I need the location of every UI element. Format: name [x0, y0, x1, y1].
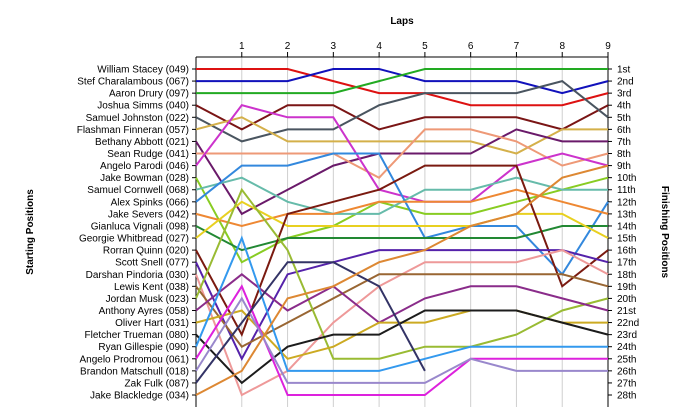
finish-position-label: 5th [617, 113, 631, 124]
finish-position-label: 11th [617, 185, 636, 196]
driver-line-14 [195, 225, 608, 252]
start-position-label: Joshua Simms (040) [97, 101, 189, 112]
finish-position-label: 24th [617, 342, 636, 353]
start-position-label: Zak Fulk (087) [125, 378, 189, 389]
finish-position-label: 25th [617, 354, 636, 365]
finish-position-label: 10th [617, 173, 636, 184]
start-position-label: Aaron Drury (097) [109, 89, 189, 100]
start-position-label: Jake Severs (042) [108, 209, 189, 220]
driver-line-15 [195, 200, 609, 239]
finish-position-label: 20th [617, 294, 636, 305]
x-tick-label: 2 [285, 41, 291, 52]
x-axis-title: Laps [390, 16, 414, 27]
start-position-label: Stef Charalambous (067) [77, 77, 189, 88]
start-position-label: Alex Spinks (066) [111, 197, 189, 208]
start-position-label: Rorran Quinn (020) [103, 246, 189, 257]
start-position-label: Flashman Finneran (057) [77, 125, 189, 136]
finish-position-label: 19th [617, 282, 636, 293]
driver-line-23 [195, 309, 609, 385]
driver-line-27 [195, 261, 426, 384]
start-position-label: Brandon Matschull (018) [80, 366, 189, 377]
start-position-label: Darshan Pindoria (030) [86, 270, 189, 281]
finish-position-label: 23rd [617, 330, 637, 341]
finish-position-label: 15th [617, 234, 636, 245]
start-position-label: Oliver Hart (031) [115, 318, 189, 329]
driver-line-6 [195, 116, 608, 155]
x-tick-label: 1 [239, 41, 245, 52]
driver-line-1 [196, 68, 609, 107]
finish-position-label: 3rd [617, 89, 631, 100]
start-position-label: Anthony Ayres (058) [99, 306, 189, 317]
driver-line-16 [195, 164, 609, 337]
start-position-label: Jordan Musk (023) [106, 294, 189, 305]
driver-line-5 [195, 80, 609, 143]
finish-position-label: 14th [617, 221, 636, 232]
driver-line-4 [195, 104, 609, 131]
finish-position-label: 6th [617, 125, 631, 136]
labels: 1 2 3 4 5 6 7 8 9 William Stacey (049)Stef Charal… [77, 41, 640, 402]
start-position-label: Bethany Abbott (021) [95, 137, 189, 148]
start-position-label: Gianluca Vignali (098) [91, 221, 189, 232]
x-tick-label: 3 [331, 41, 337, 52]
driver-line-26 [195, 296, 608, 384]
finish-position-label: 28th [617, 391, 636, 402]
finish-position-label: 1st [617, 65, 631, 76]
x-tick-label: 6 [468, 41, 474, 52]
finish-position-label: 4th [617, 101, 631, 112]
start-position-label: William Stacey (049) [97, 65, 189, 76]
start-position-label: Jake Blackledge (034) [90, 391, 189, 402]
start-position-label: Georgie Whitbread (027) [79, 234, 189, 245]
start-position-label: Scott Snell (077) [115, 258, 189, 269]
start-position-label: Fletcher Trueman (080) [85, 330, 190, 341]
series-lines [195, 68, 609, 397]
driver-line-3 [196, 68, 608, 95]
finish-position-label: 8th [617, 149, 631, 160]
start-position-label: Sean Rudge (041) [107, 149, 189, 160]
axes [192, 52, 612, 407]
finish-position-label: 12th [617, 197, 636, 208]
finish-position-label: 9th [617, 161, 631, 172]
start-position-label: Jake Bowman (028) [100, 173, 189, 184]
x-tick-label: 8 [559, 41, 565, 52]
start-position-label: Ryan Gillespie (090) [98, 342, 189, 353]
finish-position-label: 2nd [617, 77, 634, 88]
finish-position-label: 18th [617, 270, 636, 281]
finish-position-label: 21st [617, 306, 636, 317]
y-axis-title-left: Starting Positions [25, 189, 36, 275]
driver-line-8 [196, 128, 609, 179]
y-axis-title-right: Finishing Positions [659, 186, 670, 279]
finish-position-label: 7th [617, 137, 631, 148]
driver-line-24 [195, 235, 608, 372]
x-tick-label: 9 [605, 41, 611, 52]
x-tick-label: 7 [514, 41, 520, 52]
start-position-label: Samuel Johnston (022) [86, 113, 189, 124]
driver-line-20 [195, 187, 609, 360]
driver-line-17 [195, 249, 609, 362]
start-position-label: Samuel Cornwell (068) [87, 185, 189, 196]
finish-position-label: 27th [617, 378, 636, 389]
finish-position-label: 22nd [617, 318, 639, 329]
driver-line-28 [195, 164, 609, 396]
x-tick-label: 5 [422, 41, 428, 52]
start-position-label: Angelo Prodromou (061) [79, 354, 189, 365]
x-tick-label: 4 [376, 41, 382, 52]
start-position-label: Lewis Kent (038) [114, 282, 189, 293]
finish-position-label: 13th [617, 209, 636, 220]
finish-position-label: 16th [617, 246, 636, 257]
finish-position-label: 26th [617, 366, 636, 377]
finish-position-label: 17th [617, 258, 636, 269]
start-position-label: Angelo Parodi (046) [100, 161, 189, 172]
